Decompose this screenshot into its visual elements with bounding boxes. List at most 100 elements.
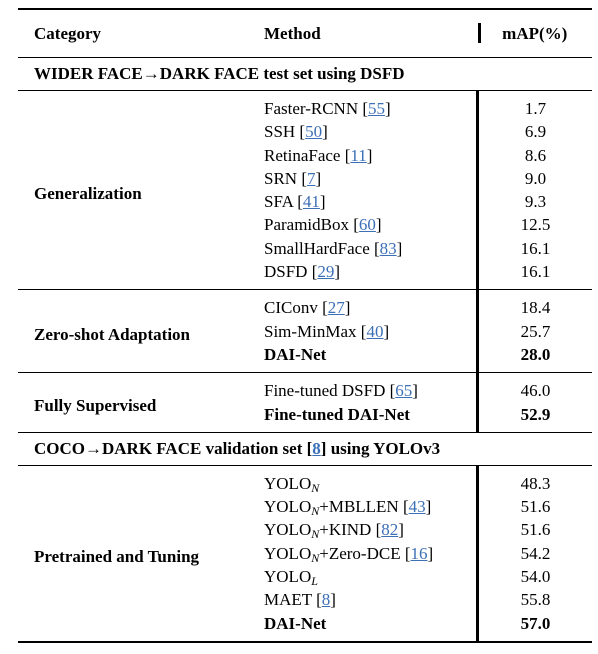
data-row: YOLOL 54.0 — [18, 565, 592, 589]
data-row: Generalization Faster-RCNN [55] 1.7 — [18, 90, 592, 203]
citation-link[interactable]: 7 — [306, 168, 316, 188]
text-segment: CIConv [ — [264, 298, 328, 318]
map-value: 25.7 — [476, 319, 592, 343]
text-segment: COCO→DARK FACE validation set [ — [34, 439, 313, 459]
text-segment: YOLO — [264, 520, 312, 540]
text-segment: SFA [ — [264, 192, 303, 212]
map-value: 51.6 — [476, 495, 592, 519]
data-row: DAI-Net 57.0 — [18, 611, 592, 642]
map-value: 51.6 — [476, 518, 592, 542]
citation-link[interactable]: 16 — [410, 543, 428, 563]
category: Generalization — [34, 183, 142, 203]
section-title-row: COCO→DARK FACE validation set [8] using … — [18, 432, 592, 466]
map-value: 6.9 — [476, 120, 592, 144]
map-value: 57.0 — [476, 611, 592, 642]
citation-link[interactable]: 11 — [350, 145, 367, 165]
method: Sim-MinMax [40] — [256, 320, 478, 343]
header-value: mAP(%) — [477, 8, 592, 58]
text-segment: Faster-RCNN [ — [264, 99, 369, 118]
citation-link[interactable]: 8 — [312, 439, 321, 459]
data-row: MAET [8] 55.8 — [18, 588, 592, 612]
method: ParamidBox [60] — [256, 213, 478, 236]
text-segment: RetinaFace [ — [264, 145, 351, 165]
citation-link[interactable]: 27 — [327, 298, 345, 318]
text-segment: DAI-Net — [264, 613, 327, 633]
citation-link[interactable]: 40 — [366, 321, 384, 341]
map-value: 9.3 — [476, 190, 592, 214]
header-category: Category — [18, 8, 256, 58]
data-row: Fine-tuned DAI-Net 52.9 — [18, 402, 592, 433]
map-value: 52.9 — [476, 402, 592, 433]
section: COCO→DARK FACE validation set [8] using … — [18, 432, 592, 466]
map-value: 48.3 — [476, 465, 592, 496]
text-segment: +KIND [ — [319, 520, 382, 540]
map-value: 8.6 — [476, 143, 592, 167]
text-segment: YOLO — [264, 473, 312, 493]
text-segment: ] — [427, 543, 434, 563]
text-segment: Sim-MinMax [ — [264, 321, 367, 341]
data-row: Sim-MinMax [40] 25.7 — [18, 319, 592, 343]
map-value: 16.1 — [476, 260, 592, 290]
data-row: Pretrained and Tuning YOLON 48.3 — [18, 465, 592, 566]
text-segment: DAI-Net — [264, 344, 327, 364]
map-value: 55.8 — [476, 588, 592, 612]
method: SFA [41] — [256, 190, 478, 213]
method: Fine-tuned DSFD [65] — [256, 373, 478, 403]
section: WIDER FACE→DARK FACE test set using DSFD — [18, 57, 592, 91]
map-value: 28.0 — [476, 342, 592, 373]
subscript: N — [311, 480, 320, 495]
citation-link[interactable]: 82 — [381, 520, 399, 540]
method: Faster-RCNN [55] — [256, 91, 478, 121]
text-segment: MAET [ — [264, 590, 322, 610]
category: Fully Supervised — [34, 395, 157, 415]
text-segment: ] — [322, 122, 328, 142]
data-row: Fully Supervised Fine-tuned DSFD [65] 46.0 — [18, 372, 592, 415]
data-row: SmallHardFace [83] 16.1 — [18, 236, 592, 261]
method: DAI-Net — [256, 343, 478, 373]
text-segment: ParamidBox [ — [264, 215, 359, 235]
citation-link[interactable]: 41 — [302, 192, 320, 212]
text-segment: Fine-tuned DAI-Net — [264, 404, 410, 424]
citation-link[interactable]: 65 — [395, 381, 413, 401]
text-segment: ] — [385, 99, 391, 118]
group: Generalization Faster-RCNN [55] 1.7 SSH [50… — [18, 90, 592, 290]
citation-link[interactable]: 83 — [379, 238, 397, 258]
citation-link[interactable]: 50 — [305, 122, 323, 142]
citation-link[interactable]: 55 — [368, 99, 386, 118]
subscript: L — [311, 574, 318, 589]
map-value: 46.0 — [476, 372, 592, 403]
data-row: ParamidBox [60] 12.5 — [18, 213, 592, 237]
subscript: N — [311, 527, 320, 542]
category: Zero-shot Adaptation — [34, 324, 191, 344]
citation-link[interactable]: 8 — [321, 590, 331, 610]
map-value: 16.1 — [476, 236, 592, 261]
data-row: DAI-Net 28.0 — [18, 342, 592, 373]
text-segment: YOLO — [264, 567, 312, 587]
data-row: SRN [7] 9.0 — [18, 166, 592, 191]
text-segment: ] — [330, 590, 336, 610]
map-value: 12.5 — [476, 213, 592, 237]
results-table: Category Method mAP(%) WIDER FACE→DARK F… — [18, 8, 592, 643]
method: YOLON — [256, 465, 478, 495]
text-segment: ] — [398, 520, 404, 540]
subscript: N — [311, 550, 320, 565]
text-segment: ] — [412, 381, 418, 401]
data-row: SSH [50] 6.9 — [18, 120, 592, 144]
method: DAI-Net — [256, 612, 478, 642]
table-header: Category Method mAP(%) — [18, 8, 592, 58]
header-row: Category Method mAP(%) — [18, 8, 592, 58]
method: Fine-tuned DAI-Net — [256, 403, 478, 433]
text-segment: ] — [319, 192, 326, 212]
text-segment: YOLO — [264, 543, 312, 563]
citation-link[interactable]: 29 — [317, 262, 335, 282]
method: YOLOL — [256, 565, 478, 588]
section-title: COCO→DARK FACE validation set [8] using … — [18, 432, 592, 466]
citation-link[interactable]: 43 — [408, 497, 426, 517]
map-value: 54.0 — [476, 565, 592, 589]
text-segment: ] using YOLOv3 — [320, 439, 441, 459]
citation-link[interactable]: 60 — [358, 215, 376, 235]
group: Fully Supervised Fine-tuned DSFD [65] 46.0… — [18, 372, 592, 433]
data-row: YOLON+Zero-DCE [16] 54.2 — [18, 541, 592, 566]
method: YOLON+MBLLEN [43] — [256, 495, 478, 518]
